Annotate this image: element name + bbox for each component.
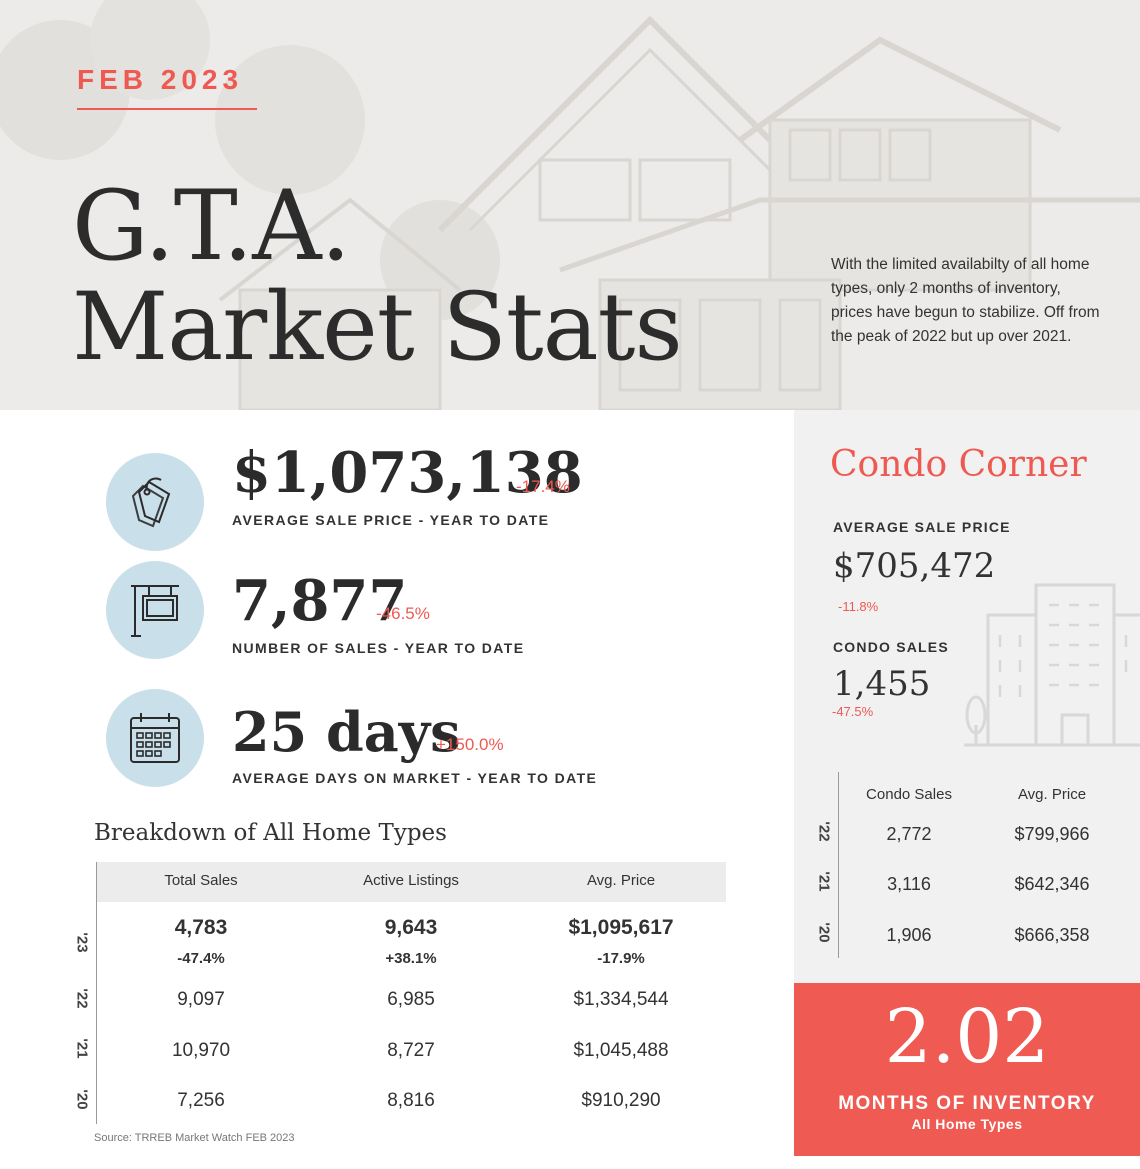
inventory-value: 2.02 — [884, 994, 1050, 1080]
year-label-20: '20 — [73, 1089, 91, 1110]
hero-header: FEB 2023 G.T.A. Market Stats With the li… — [0, 0, 1140, 410]
table-divider — [96, 862, 97, 1124]
header-avg-price: Avg. Price — [586, 872, 656, 889]
inventory-sublabel: All Home Types — [911, 1116, 1023, 1132]
condo-price-20: $666,358 — [1014, 925, 1090, 945]
cell-avg-price-21: $1,045,488 — [573, 1040, 669, 1061]
cell-active-listings-change-23: +38.1% — [385, 950, 437, 967]
condo-corner-panel — [794, 410, 1140, 983]
cell-total-sales-22: 9,097 — [177, 989, 225, 1010]
cell-total-sales-21: 10,970 — [171, 1040, 231, 1061]
breakdown-title: Breakdown of All Home Types — [94, 820, 447, 846]
year-label-21: '21 — [73, 1038, 91, 1059]
price-tag-icon — [106, 453, 204, 551]
condo-sales-label: CONDO SALES — [833, 639, 949, 655]
page-title-line1: G.T.A. — [72, 170, 351, 282]
condo-header-sales: Condo Sales — [866, 786, 952, 803]
year-label-22: '22 — [73, 988, 91, 1009]
cell-avg-price-23: $1,095,617 — [568, 916, 674, 939]
house-background-illustration — [0, 0, 1140, 410]
condo-building-illustration — [964, 583, 1140, 747]
avg-sale-price-change: -17.4% — [516, 477, 570, 496]
date-underline — [77, 108, 257, 110]
condo-sales-change: -47.5% — [832, 704, 874, 719]
report-date: FEB 2023 — [77, 64, 244, 95]
condo-corner-title: Condo Corner — [830, 444, 1087, 485]
cell-avg-price-22: $1,334,544 — [573, 989, 669, 1010]
cell-avg-price-20: $910,290 — [581, 1090, 661, 1111]
intro-text: With the limited availabilty of all home… — [831, 256, 1100, 345]
source-note: Source: TRREB Market Watch FEB 2023 — [94, 1132, 295, 1144]
condo-sales-value: 1,455 — [833, 664, 931, 704]
condo-sales-21: 3,116 — [887, 874, 931, 894]
condo-avg-price-value: $705,472 — [833, 546, 996, 586]
cell-active-listings-23: 9,643 — [384, 916, 438, 939]
inventory-label: MONTHS OF INVENTORY — [838, 1093, 1096, 1114]
header-active-listings: Active Listings — [363, 872, 459, 889]
cell-total-sales-20: 7,256 — [177, 1090, 225, 1111]
condo-price-22: $799,966 — [1014, 824, 1090, 844]
cell-total-sales-change-23: -47.4% — [177, 950, 225, 967]
avg-sale-price-label: AVERAGE SALE PRICE - YEAR TO DATE — [232, 512, 550, 528]
condo-year-label-20: '20 — [815, 922, 833, 943]
condo-price-21: $642,346 — [1014, 874, 1090, 894]
condo-year-label-22: '22 — [815, 821, 833, 842]
cell-active-listings-20: 8,816 — [387, 1090, 435, 1111]
for-sale-sign-icon — [106, 561, 204, 659]
avg-sale-price-value: $1,073,138 — [232, 440, 583, 506]
cell-total-sales-23: 4,783 — [174, 916, 228, 939]
number-of-sales-change: -46.5% — [376, 604, 430, 623]
cell-active-listings-21: 8,727 — [387, 1040, 435, 1061]
inventory-box: 2.02 MONTHS OF INVENTORY All Home Types — [794, 983, 1140, 1156]
cell-avg-price-change-23: -17.9% — [597, 950, 645, 967]
number-of-sales-value: 7,877 — [232, 568, 408, 634]
cell-active-listings-22: 6,985 — [387, 989, 435, 1010]
condo-avg-price-change: -11.8% — [838, 599, 879, 614]
calendar-icon — [106, 689, 204, 787]
breakdown-table-header: Total Sales Active Listings Avg. Price — [96, 862, 726, 902]
condo-sales-20: 1,906 — [886, 925, 932, 945]
days-on-market-change: +150.0% — [436, 735, 504, 754]
days-on-market-value: 25 days — [232, 700, 461, 764]
condo-table-divider — [838, 772, 839, 958]
condo-sales-22: 2,772 — [886, 824, 932, 844]
number-of-sales-label: NUMBER OF SALES - YEAR TO DATE — [232, 640, 525, 656]
condo-year-label-21: '21 — [815, 871, 833, 892]
condo-avg-price-label: AVERAGE SALE PRICE — [833, 519, 1011, 535]
condo-header-price: Avg. Price — [1017, 786, 1087, 803]
year-label-23: '23 — [73, 932, 91, 953]
days-on-market-label: AVERAGE DAYS ON MARKET - YEAR TO DATE — [232, 770, 598, 786]
header-total-sales: Total Sales — [164, 872, 238, 889]
page-title-line2: Market Stats — [72, 273, 683, 382]
